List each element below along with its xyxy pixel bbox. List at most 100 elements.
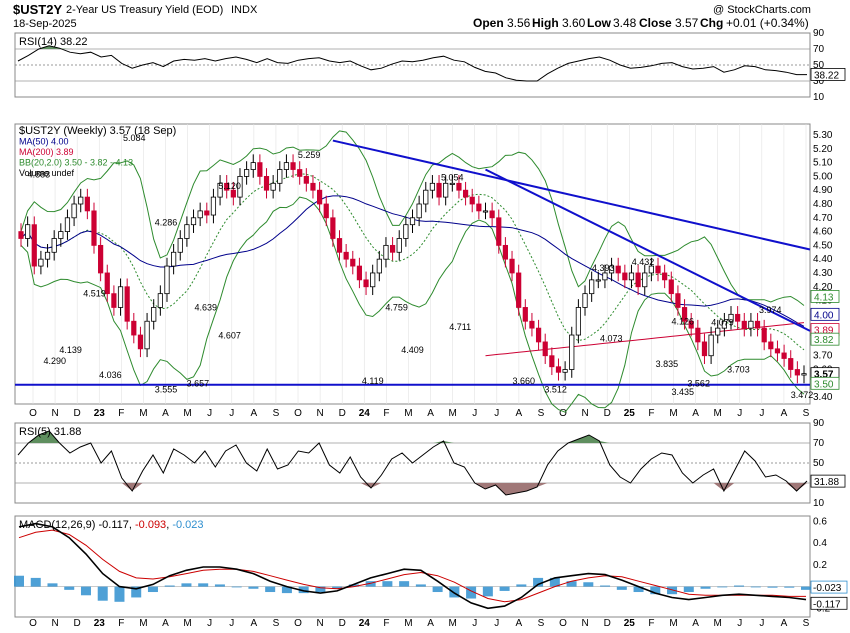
candle-body xyxy=(555,366,562,373)
price-right-box-0 xyxy=(810,290,840,303)
price-annotation-12: 5.259 xyxy=(298,150,321,160)
candle-body xyxy=(237,176,243,198)
macd-histogram-bar xyxy=(147,586,158,593)
x-tick-top-15: 24 xyxy=(359,408,371,419)
price-annotation-23: 4.126 xyxy=(672,317,695,327)
candle-body xyxy=(310,182,316,191)
candle-body xyxy=(522,307,528,322)
candle-body xyxy=(263,176,270,191)
macd-histogram-bar xyxy=(533,577,544,587)
price-annotation-4: 4.036 xyxy=(99,370,122,380)
macd-histogram-bar xyxy=(181,583,192,587)
macd-right-box-1 xyxy=(810,596,848,610)
price-tick-3.70: 3.70 xyxy=(813,351,833,362)
price-right-label-0: 4.13 xyxy=(814,292,834,303)
macd-legend-part-4: , xyxy=(166,519,172,531)
macd-histogram-bar xyxy=(482,586,493,597)
candle-body xyxy=(575,307,581,336)
candle-body xyxy=(502,244,508,260)
macd-right-label-1: -0.117 xyxy=(813,599,841,610)
instrument-name: 2-Year US Treasury Yield (EOD) xyxy=(66,4,224,16)
price-annotation-29: 3.435 xyxy=(672,387,695,397)
x-tick-bottom-7: M xyxy=(183,618,191,629)
close-value: 3.57 xyxy=(675,16,699,30)
candle-body xyxy=(396,238,402,253)
candle-body xyxy=(389,244,396,253)
x-tick-top-29: M xyxy=(669,408,677,419)
price-annotation-16: 5.054 xyxy=(441,172,464,182)
chart-header: $UST2Y 2-Year US Treasury Yield (EOD) IN… xyxy=(0,0,850,32)
candle-body xyxy=(197,210,203,219)
macd-histogram-bar xyxy=(14,575,24,587)
candle-body xyxy=(303,176,309,184)
candle-body xyxy=(675,293,681,308)
x-tick-bottom-9: J xyxy=(229,618,234,629)
candle-body xyxy=(695,327,701,343)
macd-histogram-bar xyxy=(667,586,678,595)
macd-legend-part-5: -0.023 xyxy=(172,519,203,531)
price-annotation-6: 4.286 xyxy=(155,218,178,228)
candle-body xyxy=(58,231,64,239)
candle-body xyxy=(336,238,343,253)
candle-body xyxy=(356,265,363,281)
bollinger-upper xyxy=(20,130,805,306)
price-annotation-30: 3.472 xyxy=(791,390,814,400)
macd-histogram-bar xyxy=(281,586,292,594)
x-tick-top-17: M xyxy=(404,408,412,419)
x-tick-bottom-32: J xyxy=(737,618,742,629)
macd-legend: MACD(12,26,9) -0.117, -0.093, -0.023 xyxy=(19,519,204,531)
candle-body xyxy=(71,203,77,219)
price-annotation-25: 3.974 xyxy=(759,305,782,315)
macd-histogram-bar xyxy=(700,586,711,589)
candle-body xyxy=(482,210,489,213)
candle-body xyxy=(250,162,256,170)
symbol: $UST2Y xyxy=(13,2,63,17)
x-tick-bottom-24: O xyxy=(559,618,567,629)
change-label: Chg xyxy=(700,16,724,30)
x-tick-top-13: N xyxy=(316,408,323,419)
x-tick-top-3: 23 xyxy=(94,408,106,419)
candle-body xyxy=(595,279,601,282)
rsi14-tick-90: 90 xyxy=(813,28,825,39)
candle-body xyxy=(788,358,794,370)
x-tick-top-1: N xyxy=(51,408,58,419)
macd-histogram-bar xyxy=(348,584,359,587)
x-tick-bottom-18: A xyxy=(427,618,434,629)
macd-histogram-bar xyxy=(516,584,527,587)
rsi14-line xyxy=(17,45,807,82)
candle-body xyxy=(469,196,475,205)
candle-body xyxy=(31,224,37,267)
price-tick-4.30: 4.30 xyxy=(813,268,833,279)
macd-histogram-bar xyxy=(399,581,410,587)
macd-right-label-0: -0.023 xyxy=(813,583,842,594)
price-legend-4: Volume undef xyxy=(19,168,75,178)
low-value: 3.48 xyxy=(613,16,637,30)
x-tick-top-6: A xyxy=(162,408,169,419)
candle-body xyxy=(542,341,548,357)
rsi14-last-value: 38.22 xyxy=(814,70,839,81)
candle-body xyxy=(44,251,51,260)
x-tick-top-5: M xyxy=(139,408,147,419)
candle-body xyxy=(403,224,409,239)
x-tick-top-34: A xyxy=(781,408,788,419)
x-tick-top-0: O xyxy=(29,408,37,419)
x-tick-bottom-6: A xyxy=(162,618,169,629)
candle-body xyxy=(562,369,568,373)
rsi14-tick-10: 10 xyxy=(813,92,825,103)
price-annotation-10: 5.120 xyxy=(218,181,241,191)
candle-body xyxy=(754,320,761,329)
rsi14-legend: RSI(14) 38.22 xyxy=(19,36,87,48)
macd-histogram-bar xyxy=(97,586,108,601)
macd-histogram-bar xyxy=(64,586,75,590)
candle-body xyxy=(489,210,495,219)
rsi14-tick-70: 70 xyxy=(813,44,825,55)
macd-histogram-bar xyxy=(415,584,426,587)
high-label: High xyxy=(532,16,559,30)
price-legend-0: $UST2Y (Weekly) 3.57 (18 Sep) xyxy=(19,125,176,137)
x-tick-top-4: F xyxy=(118,408,124,419)
x-tick-top-30: A xyxy=(692,408,699,419)
x-tick-bottom-8: J xyxy=(207,618,212,629)
price-annotation-9: 4.639 xyxy=(195,302,218,312)
candle-body xyxy=(370,272,376,288)
